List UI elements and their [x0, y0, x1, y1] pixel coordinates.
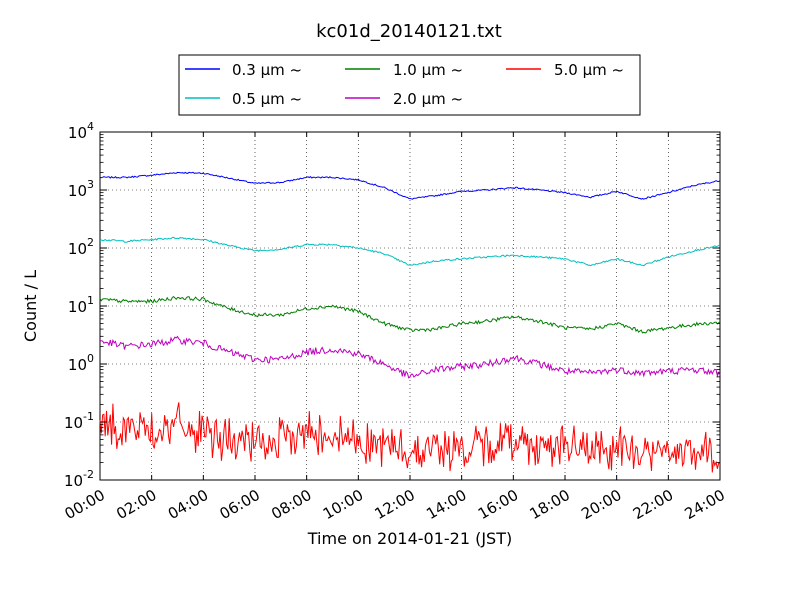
chart-title: kc01d_20140121.txt — [316, 21, 502, 42]
y-tick-label: 101 — [68, 294, 94, 316]
series-line — [99, 171, 721, 200]
legend-entry: 5.0 μm ~ — [506, 61, 624, 79]
x-axis-label: Time on 2014-01-21 (JST) — [307, 529, 512, 548]
legend-label: 0.5 μm ~ — [232, 90, 302, 108]
series-line — [99, 402, 721, 473]
series-line — [99, 295, 721, 334]
grid-lines — [100, 132, 720, 480]
y-tick-label: 104 — [68, 120, 94, 142]
legend-entry: 0.5 μm ~ — [185, 90, 302, 108]
legend-box — [178, 54, 641, 116]
y-tick-label: 100 — [68, 352, 94, 374]
legend-entry: 1.0 μm ~ — [345, 61, 463, 79]
y-axis-label: Count / L — [21, 270, 40, 342]
y-tick-label: 103 — [68, 178, 94, 200]
legend-label: 5.0 μm ~ — [554, 61, 624, 79]
legend-entry: 0.3 μm ~ — [185, 61, 302, 79]
series-line — [100, 335, 721, 379]
legend-label: 2.0 μm ~ — [393, 90, 463, 108]
y-tick-label: 10-1 — [64, 410, 94, 432]
legend-label: 1.0 μm ~ — [393, 61, 463, 79]
y-tick-label: 102 — [68, 236, 94, 258]
series-line — [99, 236, 721, 267]
legend-entry: 2.0 μm ~ — [345, 90, 463, 108]
legend: 0.3 μm ~ 0.5 μm ~ 1.0 μm ~ 2.0 μm ~ 5.0 … — [178, 54, 641, 116]
series-lines — [99, 171, 721, 473]
legend-label: 0.3 μm ~ — [232, 61, 302, 79]
y-tick-label: 10-2 — [64, 468, 94, 490]
